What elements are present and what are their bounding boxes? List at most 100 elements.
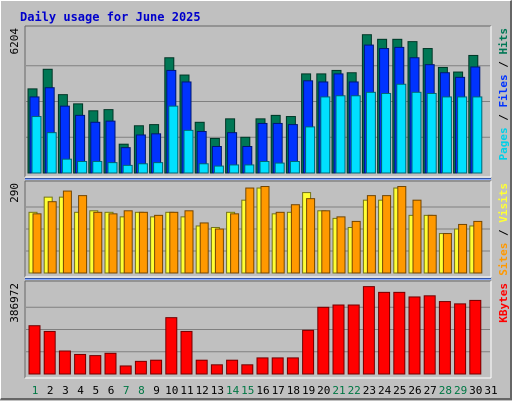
- bar-kbytes-day-17: [271, 357, 284, 375]
- bar-sites-day-19: [306, 198, 316, 274]
- bar-pages-day-28: [441, 96, 452, 174]
- bar-pages-day-18: [289, 160, 300, 174]
- bar-sites-day-6: [108, 213, 118, 274]
- bar-sites-day-8: [138, 211, 148, 274]
- bar-sites-day-29: [458, 223, 468, 274]
- x-tick-label-day-7: 7: [123, 384, 130, 397]
- x-tick-label-day-19: 19: [302, 384, 315, 397]
- legend-visits-sites: Sites / Visits: [497, 183, 510, 276]
- bar-pages-day-5: [92, 160, 103, 174]
- x-tick-label-day-3: 3: [62, 384, 69, 397]
- legend-entry: /: [497, 108, 510, 128]
- bar-kbytes-day-4: [74, 353, 87, 375]
- y-max-label-kbytes: 386972: [8, 283, 21, 323]
- bar-sites-day-18: [290, 204, 300, 274]
- bar-pages-day-6: [107, 162, 118, 174]
- bar-kbytes-day-21: [332, 304, 345, 375]
- bar-pages-day-13: [213, 165, 224, 174]
- bar-kbytes-day-20: [317, 306, 330, 375]
- bar-pages-day-1: [31, 116, 42, 174]
- x-tick-label-day-24: 24: [378, 384, 392, 397]
- bar-sites-day-20: [321, 210, 331, 274]
- bar-kbytes-day-13: [210, 364, 223, 375]
- bar-kbytes-day-19: [302, 329, 315, 375]
- bar-kbytes-day-29: [454, 303, 467, 375]
- bar-sites-day-27: [427, 214, 437, 274]
- bar-pages-day-23: [365, 91, 376, 174]
- y-max-label-visits-sites: 290: [8, 183, 21, 203]
- bar-sites-day-23: [366, 195, 376, 274]
- x-tick-label-day-21: 21: [332, 384, 345, 397]
- bar-kbytes-day-1: [28, 325, 41, 375]
- bar-pages-day-26: [411, 91, 422, 174]
- x-tick-label-day-12: 12: [196, 384, 209, 397]
- bar-sites-day-10: [169, 211, 179, 274]
- x-tick-label-day-6: 6: [108, 384, 115, 397]
- chart-title: Daily usage for June 2025: [20, 10, 201, 24]
- x-tick-label-day-31: 31: [484, 384, 497, 397]
- bar-sites-day-9: [154, 214, 164, 274]
- legend-entry: Files: [497, 74, 510, 107]
- x-tick-label-day-8: 8: [138, 384, 145, 397]
- bar-sites-day-21: [336, 216, 346, 274]
- legend-entry: Pages: [497, 127, 510, 160]
- bar-sites-day-16: [260, 186, 270, 274]
- bar-kbytes-day-12: [195, 359, 208, 375]
- legend-entry: Hits: [497, 28, 510, 55]
- bar-sites-day-5: [93, 211, 103, 274]
- x-tick-label-day-18: 18: [287, 384, 300, 397]
- bar-sites-day-11: [184, 210, 194, 274]
- legend-entry: KBytes: [497, 283, 510, 323]
- bar-pages-day-30: [472, 96, 483, 174]
- bar-kbytes-day-2: [43, 330, 56, 375]
- bar-kbytes-day-14: [226, 359, 239, 375]
- x-tick-label-day-5: 5: [92, 384, 99, 397]
- x-tick-label-day-9: 9: [153, 384, 160, 397]
- x-tick-label-day-28: 28: [439, 384, 452, 397]
- bar-sites-day-1: [32, 213, 42, 274]
- bar-kbytes-day-6: [104, 352, 117, 375]
- bar-kbytes-day-24: [378, 291, 391, 375]
- bar-sites-day-2: [47, 201, 57, 274]
- bar-kbytes-day-10: [165, 317, 178, 375]
- x-tick-label-day-20: 20: [317, 384, 330, 397]
- bar-kbytes-day-16: [256, 357, 269, 375]
- bar-pages-day-9: [153, 162, 164, 174]
- bar-sites-day-14: [230, 213, 240, 274]
- x-tick-label-day-23: 23: [363, 384, 376, 397]
- bar-kbytes-day-7: [119, 365, 132, 375]
- x-tick-label-day-22: 22: [348, 384, 361, 397]
- bar-sites-day-7: [123, 210, 133, 274]
- bar-pages-day-8: [137, 163, 148, 174]
- x-tick-label-day-2: 2: [47, 384, 54, 397]
- bar-kbytes-day-5: [89, 355, 102, 375]
- x-tick-label-day-16: 16: [256, 384, 269, 397]
- bar-pages-day-19: [305, 126, 316, 174]
- bar-kbytes-day-23: [362, 286, 375, 375]
- bar-kbytes-day-30: [469, 299, 482, 375]
- bar-sites-day-30: [473, 220, 483, 274]
- x-tick-label-day-27: 27: [424, 384, 437, 397]
- x-tick-label-day-15: 15: [241, 384, 254, 397]
- bar-pages-day-22: [350, 95, 361, 174]
- bar-pages-day-2: [46, 132, 57, 174]
- x-tick-label-day-14: 14: [226, 384, 240, 397]
- x-tick-label-day-1: 1: [32, 384, 39, 397]
- bar-pages-day-29: [457, 96, 468, 174]
- legend-entry: /: [497, 223, 510, 243]
- bar-pages-day-3: [61, 158, 72, 174]
- bar-sites-day-15: [245, 187, 255, 274]
- legend-entry: Sites: [497, 243, 510, 276]
- legend-entry: Visits: [497, 183, 510, 223]
- x-tick-label-day-17: 17: [272, 384, 285, 397]
- bar-pages-day-10: [168, 105, 179, 174]
- x-tick-label-day-25: 25: [393, 384, 406, 397]
- bar-kbytes-day-27: [423, 295, 436, 375]
- bar-kbytes-day-3: [58, 350, 71, 375]
- bar-sites-day-13: [214, 228, 224, 274]
- bar-pages-day-25: [396, 83, 407, 174]
- bar-sites-day-3: [62, 190, 72, 274]
- bar-sites-day-24: [382, 195, 392, 274]
- x-tick-label-day-30: 30: [469, 384, 482, 397]
